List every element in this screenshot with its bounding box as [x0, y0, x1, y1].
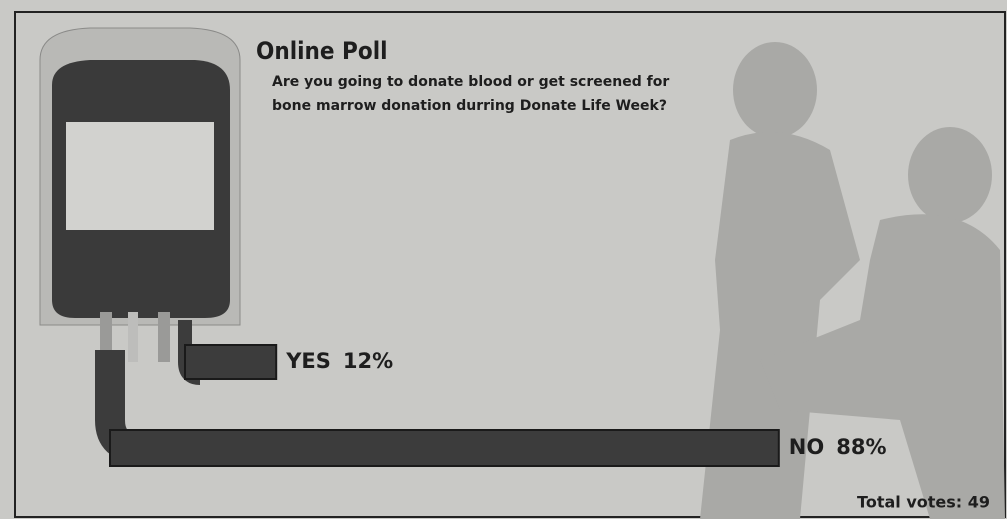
- chart-title: Online Poll: [256, 37, 388, 65]
- poll-graphic: Online Poll Are you going to donate bloo…: [0, 0, 1007, 519]
- bar: [110, 430, 779, 466]
- subtitle: bone marrow donation durring Donate Life…: [272, 98, 667, 114]
- category-label: YES: [285, 349, 331, 373]
- total-votes: Total votes: 49: [857, 493, 990, 512]
- subtitle: Are you going to donate blood or get scr…: [272, 74, 669, 90]
- blood-bag: [40, 28, 240, 362]
- value-label: 12%: [343, 349, 393, 373]
- category-label: NO: [789, 435, 824, 459]
- bar: [185, 345, 276, 379]
- value-label: 88%: [836, 435, 886, 459]
